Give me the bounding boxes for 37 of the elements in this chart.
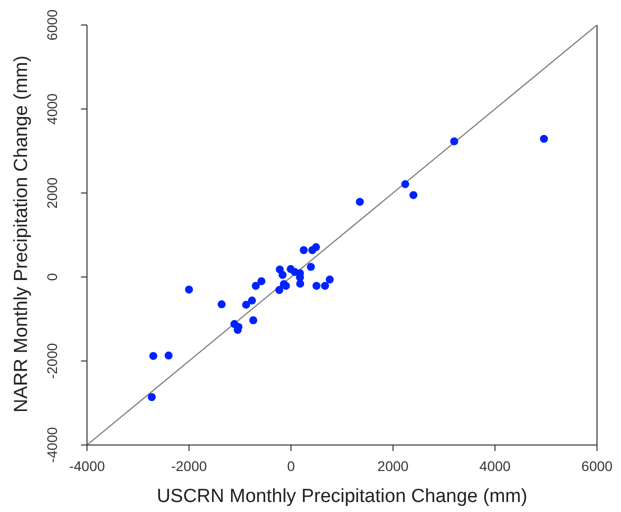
point [296,280,304,288]
y-tick-label: 2000 [44,177,60,209]
y-tick-label: 4000 [44,93,60,125]
point [257,277,266,286]
x-axis-title: USCRN Monthly Precipitation Change (mm) [156,486,528,508]
x-tick-label: 4000 [479,458,511,474]
y-tick-label: 0 [44,272,60,281]
point [356,198,364,206]
point [149,352,158,360]
y-tick-label: -2000 [44,342,60,379]
point [312,282,320,290]
point [326,276,334,284]
point [275,286,284,294]
point [312,243,320,252]
y-tick-label: 6000 [44,9,60,41]
point [450,137,458,146]
point [148,393,156,402]
point [185,286,193,294]
x-tick-label: -2000 [171,458,208,474]
point [306,262,315,271]
point [401,180,410,188]
point [540,134,548,143]
x-tick-label: 6000 [581,458,613,474]
x-tick-label: 2000 [377,458,409,474]
point [278,270,287,279]
point [164,352,173,360]
x-tick-label: -4000 [69,458,106,474]
x-tick-label: 0 [287,458,296,474]
point [409,191,418,200]
point [242,300,250,309]
point [218,300,226,308]
point [252,282,260,290]
y-axis-title: NARR Monthly Precipitation Change (mm) [11,54,33,414]
point [300,246,308,254]
point [321,282,330,290]
point [248,296,256,305]
point [249,316,258,324]
